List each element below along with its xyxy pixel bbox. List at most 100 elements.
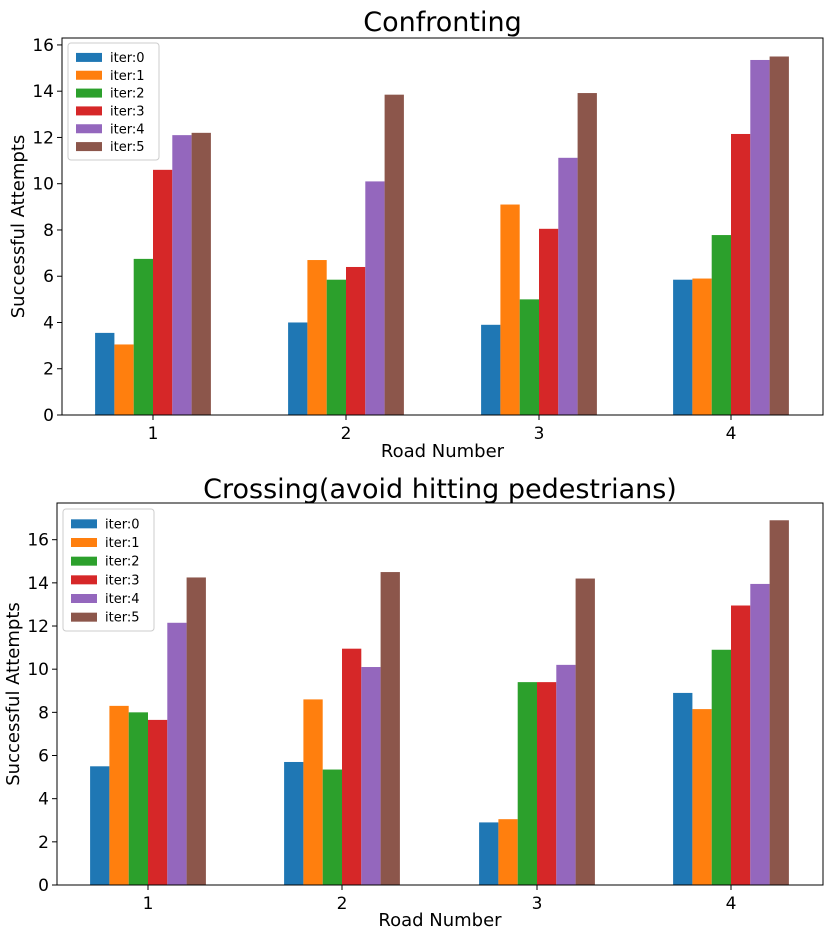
bar-iter-2-road-2 (326, 279, 346, 415)
bar-iter-2-road-3 (519, 299, 539, 415)
bar-iter-5-road-3 (577, 93, 597, 416)
x-tick-label: 4 (726, 424, 737, 444)
bar-iter-5-road-4 (769, 520, 789, 885)
bar-iter-2-road-1 (128, 712, 148, 885)
legend: iter:0 iter:1 iter:2 iter:3 iter:4 iter:5 (67, 42, 160, 161)
legend-entry-iter-3: iter:3 (110, 104, 144, 119)
x-tick-label: 3 (532, 894, 543, 914)
bar-iter-1-road-2 (307, 260, 327, 415)
legend-swatch-iter-2 (71, 556, 97, 566)
legend-swatch-iter-3 (71, 575, 97, 585)
bar-iter-5-road-4 (769, 56, 789, 415)
bar-iter-3-road-4 (731, 605, 751, 885)
bar-iter-1-road-4 (692, 709, 712, 885)
x-axis-label: Road Number (378, 910, 502, 931)
bar-iter-3-road-1 (153, 169, 173, 415)
bar-iter-0-road-3 (479, 822, 499, 885)
y-axis-label: Successful Attempts (3, 602, 24, 786)
y-tick-label: 10 (32, 175, 54, 195)
y-tick-label: 12 (32, 128, 54, 148)
legend-entry-iter-3: iter:3 (105, 573, 139, 588)
y-tick-label: 10 (27, 660, 49, 680)
legend-entry-iter-5: iter:5 (110, 140, 144, 155)
bar-iter-5-road-3 (575, 578, 595, 885)
bar-iter-0-road-3 (481, 324, 501, 415)
bar-iter-4-road-2 (365, 181, 385, 415)
legend-swatch-iter-1 (71, 538, 97, 547)
bar-iter-3-road-2 (342, 648, 362, 885)
y-tick-label: 4 (38, 790, 49, 810)
legend-swatch-iter-2 (76, 88, 102, 98)
legend-entry-iter-4: iter:4 (105, 592, 139, 607)
chart-title: Confronting (363, 7, 521, 38)
y-tick-label: 16 (32, 36, 54, 56)
y-tick-label: 8 (43, 221, 54, 241)
x-tick-label: 1 (143, 894, 154, 914)
bar-iter-0-road-1 (90, 766, 110, 885)
bar-iter-4-road-3 (558, 157, 578, 415)
x-axis-label: Road Number (381, 441, 505, 462)
legend-entry-iter-0: iter:0 (110, 51, 144, 66)
y-tick-label: 14 (32, 82, 54, 102)
bar-iter-4-road-4 (750, 59, 770, 415)
legend-swatch-iter-1 (76, 70, 102, 80)
legend-swatch-iter-5 (71, 612, 97, 622)
bar-iter-1-road-1 (109, 705, 129, 885)
legend: iter:0 iter:1 iter:2 iter:3 iter:4 iter:5 (62, 508, 155, 632)
y-tick-label: 0 (38, 876, 49, 896)
bar-iter-3-road-4 (731, 133, 751, 416)
bar-iter-4-road-1 (172, 135, 192, 415)
bar-iter-0-road-4 (673, 692, 693, 885)
legend-swatch-iter-0 (71, 519, 97, 529)
bar-iter-0-road-4 (673, 279, 693, 415)
bar-iter-5-road-2 (384, 94, 404, 416)
bar-iter-4-road-1 (167, 622, 187, 885)
bar-iter-4-road-3 (556, 664, 576, 885)
y-tick-label: 4 (43, 313, 54, 333)
bar-iter-3-road-3 (537, 682, 557, 885)
legend-swatch-iter-3 (76, 106, 102, 116)
y-tick-label: 2 (43, 360, 54, 380)
bar-iter-2-road-4 (711, 235, 731, 415)
axes-frame (61, 37, 824, 416)
chart-title: Crossing(avoid hitting pedestrians) (203, 474, 677, 505)
bar-iter-0-road-2 (284, 761, 304, 885)
bar-iter-0-road-1 (95, 332, 115, 415)
legend-entry-iter-1: iter:1 (105, 536, 139, 551)
bar-iter-1-road-3 (498, 819, 518, 885)
legend-entry-iter-2: iter:2 (110, 87, 144, 102)
y-tick-label: 0 (43, 406, 54, 426)
bar-iter-5-road-2 (380, 572, 400, 885)
bar-iter-1-road-2 (303, 699, 323, 885)
bar-iter-2-road-2 (322, 769, 342, 885)
x-tick-label: 2 (337, 894, 348, 914)
bar-iter-4-road-4 (750, 583, 770, 885)
legend-swatch-iter-4 (76, 124, 102, 134)
legend-entry-iter-4: iter:4 (110, 122, 144, 137)
bar-iter-2-road-3 (517, 682, 537, 885)
bar-iter-3-road-2 (346, 266, 366, 415)
x-tick-label: 3 (534, 424, 545, 444)
legend-entry-iter-0: iter:0 (105, 517, 139, 532)
bar-iter-1-road-1 (114, 344, 134, 415)
y-tick-label: 16 (27, 531, 49, 551)
legend-entry-iter-1: iter:1 (110, 69, 144, 84)
bar-iter-3-road-1 (148, 719, 168, 885)
bar-iter-0-road-2 (288, 322, 308, 415)
legend-entry-iter-5: iter:5 (105, 611, 139, 626)
y-tick-label: 6 (43, 267, 54, 287)
y-tick-label: 14 (27, 574, 49, 594)
legend-swatch-iter-5 (76, 142, 102, 152)
bar-iter-5-road-1 (186, 577, 206, 885)
y-axis-label: Successful Attempts (8, 135, 29, 319)
bar-iter-5-road-1 (191, 132, 211, 415)
x-tick-label: 2 (341, 424, 352, 444)
y-tick-label: 2 (38, 833, 49, 853)
bar-iter-1-road-4 (692, 278, 712, 415)
y-tick-label: 6 (38, 747, 49, 767)
legend-swatch-iter-0 (76, 52, 102, 62)
axes-frame (56, 502, 824, 886)
